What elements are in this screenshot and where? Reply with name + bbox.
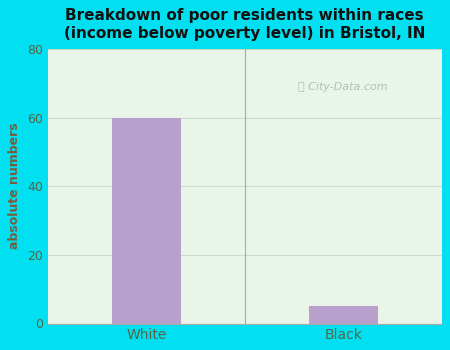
Text: ⓘ City-Data.com: ⓘ City-Data.com: [298, 82, 388, 92]
Bar: [112, 118, 181, 323]
Title: Breakdown of poor residents within races
(income below poverty level) in Bristol: Breakdown of poor residents within races…: [64, 8, 425, 41]
Bar: [309, 306, 378, 323]
Y-axis label: absolute numbers: absolute numbers: [9, 123, 21, 250]
